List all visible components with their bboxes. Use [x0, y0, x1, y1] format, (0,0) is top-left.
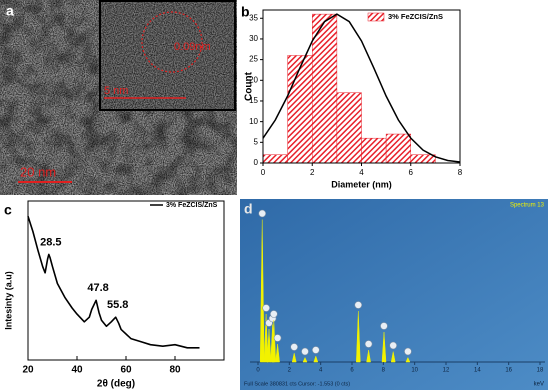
xrd-curve	[27, 215, 200, 349]
legend-swatch	[367, 12, 385, 22]
y-tick-label: 25	[249, 55, 258, 64]
panel-label: c	[4, 202, 12, 218]
plot-frame	[27, 200, 225, 361]
y-tick-label: 15	[249, 96, 258, 105]
legend-label: 3% FeZCIS/ZnS	[166, 202, 218, 209]
x-tick-label: 6	[409, 168, 414, 177]
element-marker	[364, 340, 373, 348]
y-tick-label: 20	[249, 75, 258, 84]
x-tick-label: 6	[350, 368, 354, 374]
y-tick-label: 35	[249, 13, 258, 22]
bar	[361, 137, 387, 164]
element-marker	[404, 347, 412, 356]
element-marker	[262, 304, 270, 312]
element-marker	[258, 209, 267, 218]
x-tick-label: 4	[319, 368, 323, 374]
x-tick-label: 20	[22, 365, 34, 376]
element-marker	[290, 343, 298, 351]
x-tick-label: 40	[71, 365, 83, 376]
legend-label: 3% FeZCIS/ZnS	[388, 12, 443, 21]
peak-label: 47.8	[87, 282, 108, 294]
x-tick-label: 16	[505, 368, 512, 374]
element-marker	[301, 347, 309, 356]
x-tick-label: 8	[382, 368, 386, 374]
spectrum-peak	[405, 356, 411, 363]
element-marker	[389, 341, 398, 350]
bar	[336, 92, 362, 164]
spectrum-peak	[266, 328, 272, 363]
element-marker	[380, 322, 388, 330]
x-tick-label: 8	[458, 168, 463, 177]
element-marker	[270, 310, 278, 318]
x-tick-label: 2	[288, 368, 292, 374]
lattice-spacing: 0.09nm	[174, 41, 211, 53]
element-marker	[354, 301, 363, 309]
inset-noise	[101, 2, 234, 109]
panel-label: d	[244, 201, 253, 217]
x-tick-label: 18	[537, 368, 544, 374]
y-axis-label: Intesinty (a.u)	[3, 271, 13, 330]
x-tick-label: 14	[474, 368, 481, 374]
tem-panel: 0.09nm 5 nm 20 nm a	[0, 0, 237, 195]
spectrum-peak	[381, 331, 387, 363]
bar	[287, 55, 313, 164]
spectrum-title: Spectrum 13	[510, 203, 545, 209]
spectrum-peak	[366, 349, 371, 363]
element-marker	[312, 346, 320, 354]
inset-scale-label: 5 nm	[104, 85, 128, 97]
spectrum-peak	[313, 355, 319, 363]
x-tick-label: 0	[256, 368, 260, 374]
lattice-circle	[141, 11, 203, 73]
y-axis-label: Count	[244, 71, 255, 101]
peak-label: 28.5	[40, 236, 61, 248]
fit-curve	[262, 13, 461, 163]
peak-label: 55.8	[107, 299, 128, 311]
x-tick-label: 60	[120, 365, 132, 376]
panel-label: a	[6, 3, 14, 19]
x-tick-label: 80	[169, 365, 181, 376]
x-tick-label: 12	[443, 368, 450, 374]
panel-label: b	[241, 4, 250, 20]
y-tick-label: 10	[249, 117, 258, 126]
spectrum-peak	[356, 310, 361, 363]
spectrum-peak	[302, 356, 308, 363]
x-axis-label: Diameter (nm)	[331, 179, 392, 189]
bar	[262, 154, 288, 164]
bar	[410, 154, 436, 164]
spectrum-peak	[263, 313, 269, 363]
spectrum-peak	[259, 219, 265, 363]
x-tick-label: 0	[261, 168, 266, 177]
x-axis-label: keV	[534, 382, 544, 388]
x-tick-label: 2	[310, 168, 315, 177]
bar	[385, 133, 411, 164]
y-tick-label: 30	[249, 34, 258, 43]
spectrum-footer: Full Scale 380831 cts Cursor: -1.553 (0 …	[244, 381, 350, 387]
x-tick-label: 10	[411, 368, 418, 374]
scale-label: 20 nm	[20, 164, 56, 179]
spectrum-peak	[275, 343, 280, 363]
spectrum-peak	[291, 352, 297, 363]
spectrum-peak	[390, 351, 396, 363]
element-marker	[273, 334, 282, 342]
x-tick-label: 4	[359, 168, 364, 177]
y-tick-label: 0	[254, 158, 259, 167]
x-axis-label: 2θ (deg)	[97, 379, 135, 390]
y-tick-label: 5	[254, 137, 259, 146]
spectrum-peak	[271, 319, 277, 363]
